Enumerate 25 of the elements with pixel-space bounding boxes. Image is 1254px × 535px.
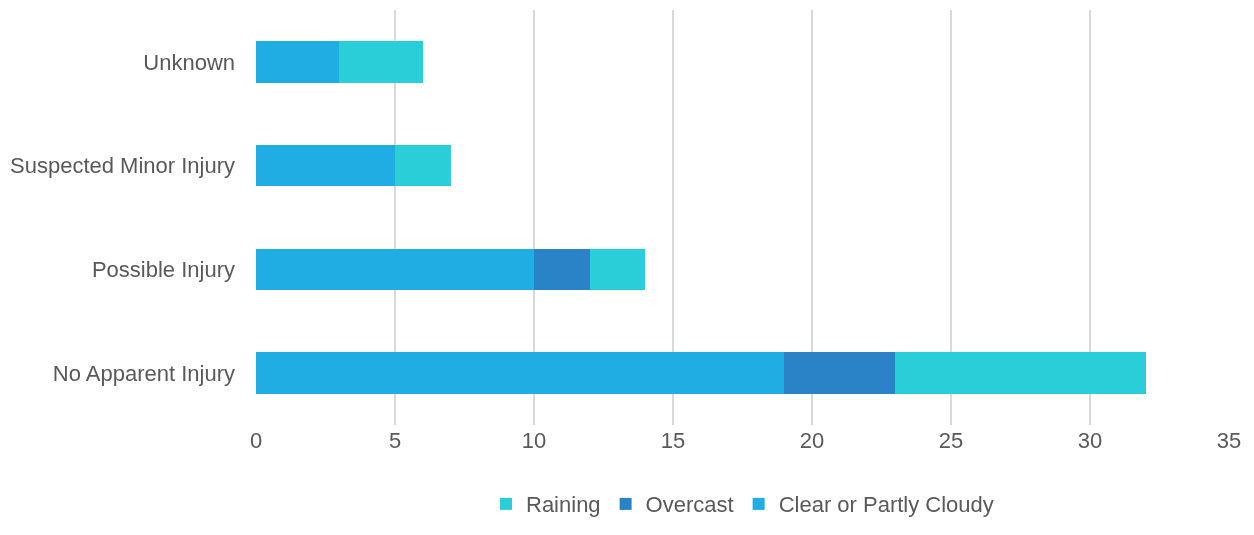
legend-label: Overcast bbox=[645, 492, 734, 518]
x-tick-label: 0 bbox=[249, 428, 263, 453]
y-tick-label: Unknown bbox=[143, 49, 235, 75]
bar bbox=[589, 248, 646, 291]
bar bbox=[256, 41, 340, 83]
bar bbox=[256, 352, 785, 394]
x-tick-label: 30 bbox=[1077, 428, 1103, 453]
bar bbox=[339, 41, 423, 83]
x-tick-label: 5 bbox=[388, 428, 402, 453]
bar bbox=[395, 144, 451, 187]
x-tick-label: 35 bbox=[1216, 428, 1242, 453]
y-tick-label: Possible Injury bbox=[91, 257, 235, 283]
bar bbox=[256, 248, 534, 291]
y-tick-label: No Apparent Injury bbox=[52, 360, 235, 386]
y-tick-label: Suspected Minor Injury bbox=[10, 153, 235, 179]
legend-label: Clear or Partly Cloudy bbox=[778, 492, 994, 518]
x-tick-label: 10 bbox=[521, 428, 547, 453]
x-tick-label: 15 bbox=[660, 428, 686, 453]
legend-label: Raining bbox=[526, 492, 601, 518]
x-tick-label: 20 bbox=[799, 428, 825, 453]
bar bbox=[895, 352, 1146, 394]
x-tick-label: 25 bbox=[938, 428, 964, 453]
bar bbox=[534, 248, 590, 291]
bar bbox=[784, 352, 896, 394]
bar bbox=[256, 144, 395, 187]
